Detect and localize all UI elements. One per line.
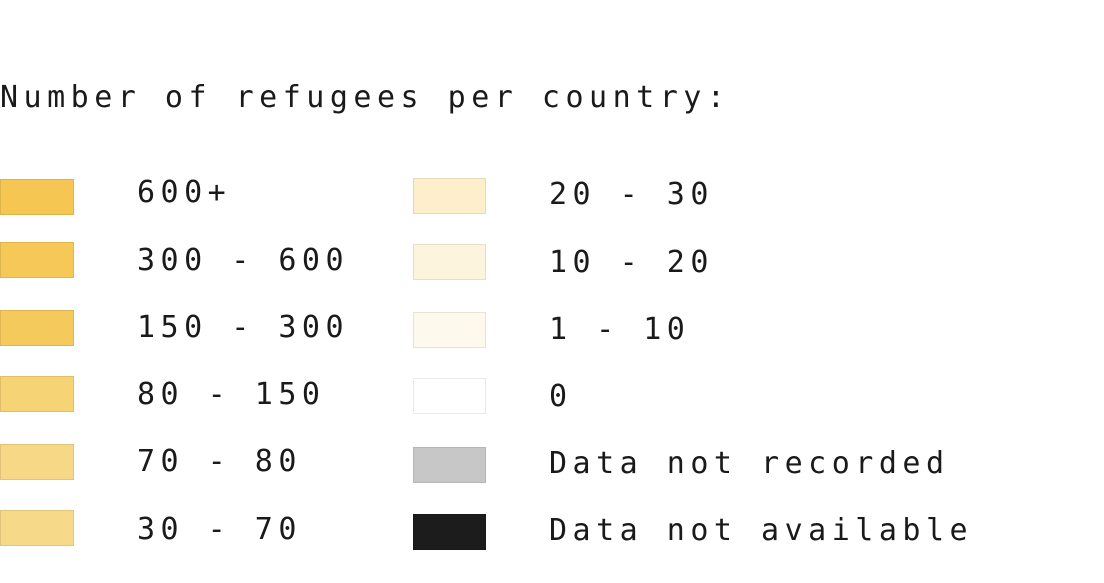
legend-label: 1 - 10	[549, 312, 691, 347]
legend-swatch	[0, 510, 74, 546]
legend-entry-10-20: 10 - 20	[413, 244, 1093, 284]
legend-entry-70-80: 70 - 80	[0, 444, 380, 484]
legend-entry-0: 0	[413, 378, 1093, 418]
legend-swatch	[0, 444, 74, 480]
legend-entry-600-plus: 600+	[0, 175, 380, 219]
legend-swatch	[413, 378, 486, 414]
legend-entry-80-150: 80 - 150	[0, 376, 380, 416]
legend-title: Number of refugees per country:	[0, 80, 731, 115]
legend-swatch	[413, 447, 486, 483]
legend-swatch	[413, 178, 486, 214]
legend-label: 70 - 80	[137, 444, 302, 479]
legend-label: Data not recorded	[549, 446, 950, 481]
legend-label: 10 - 20	[549, 245, 714, 280]
legend-entry-20-30: 20 - 30	[413, 177, 1093, 218]
legend-swatch	[413, 244, 486, 280]
legend-label: 80 - 150	[137, 377, 326, 412]
legend-label: Data not available	[549, 513, 974, 548]
legend-label: 600+	[137, 175, 232, 210]
legend-entry-data-not-available: Data not available	[413, 513, 1093, 554]
legend-swatch	[413, 312, 486, 348]
legend-swatch	[0, 179, 74, 215]
legend-entry-data-not-recorded: Data not recorded	[413, 446, 1093, 487]
legend-label: 20 - 30	[549, 177, 714, 212]
legend-label: 0	[549, 379, 573, 414]
legend-label: 30 - 70	[137, 512, 302, 547]
legend-label: 150 - 300	[137, 310, 350, 345]
legend-entry-300-600: 300 - 600	[0, 242, 380, 282]
legend-entry-1-10: 1 - 10	[413, 312, 1093, 352]
legend-swatch	[0, 376, 74, 412]
legend-entry-30-70: 30 - 70	[0, 510, 380, 550]
legend-swatch	[0, 242, 74, 278]
legend-swatch	[413, 514, 486, 550]
legend-entry-150-300: 150 - 300	[0, 310, 380, 350]
legend-swatch	[0, 310, 74, 346]
legend-label: 300 - 600	[137, 243, 350, 278]
